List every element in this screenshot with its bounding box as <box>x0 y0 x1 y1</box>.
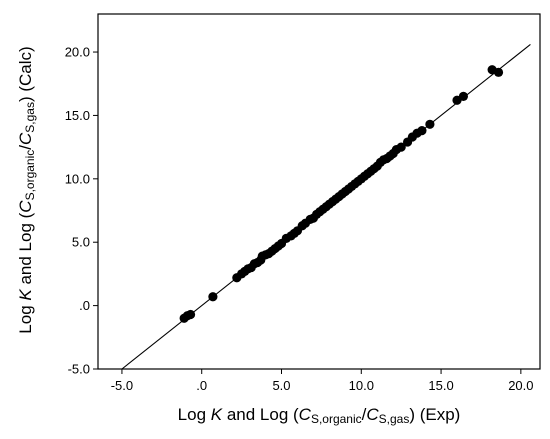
x-tick-label: -5.0 <box>111 378 133 393</box>
y-tick-label: 10.0 <box>65 171 90 186</box>
x-tick-label: 5.0 <box>272 378 290 393</box>
axis-ticks: -5.0 .0 5.0 10.0 15.0 20.0 -5.0 .0 5.0 10.0 15.0 20… <box>65 45 534 393</box>
y-tick-label: 15.0 <box>65 108 90 123</box>
data-point <box>417 126 427 136</box>
data-point <box>208 292 218 302</box>
y-tick-label: 5.0 <box>72 235 90 250</box>
data-points <box>179 65 504 323</box>
y-tick-label: 20.0 <box>65 45 90 60</box>
data-point <box>458 91 469 102</box>
y-tick-label: -5.0 <box>68 362 90 377</box>
data-point <box>396 142 406 152</box>
x-tick-label: .0 <box>196 378 207 393</box>
data-point <box>425 119 435 129</box>
data-point <box>185 309 196 320</box>
data-point <box>493 67 504 77</box>
x-tick-label: 10.0 <box>349 378 374 393</box>
plot-frame <box>97 13 541 370</box>
x-axis-label: Log K and Log (CS,organic/CS,gas) (Exp) <box>178 405 461 426</box>
y-axis-label: Log K and Log (CS,organic/CS,gas) (Calc) <box>16 46 37 333</box>
x-tick-label: 15.0 <box>428 378 453 393</box>
y-tick-label: .0 <box>79 298 90 313</box>
x-tick-label: 20.0 <box>508 378 533 393</box>
